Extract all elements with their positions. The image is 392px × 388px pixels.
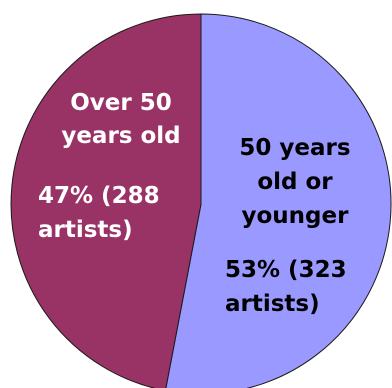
pie-slice-1-value: 47% (288 artists) xyxy=(38,183,160,243)
pie-slice-1-value-line: 47% (288 xyxy=(38,183,160,209)
pie-slice-1-label-line: Over 50 xyxy=(70,90,172,116)
pie-slice-1-label-line: years old xyxy=(61,123,180,149)
pie-slice-0 xyxy=(165,13,392,388)
pie-slices xyxy=(10,13,392,388)
pie-slice-1-value-line: artists) xyxy=(38,217,133,243)
pie-slice-1-label: Over 50 years old xyxy=(61,90,180,149)
pie-slice-0-label-line: old or xyxy=(257,169,333,195)
pie-slice-0-value-line: artists) xyxy=(225,291,320,317)
pie-slice-0-value-line: 53% (323 xyxy=(225,257,347,283)
pie-slice-1 xyxy=(10,13,202,388)
pie-slice-0-label-line: 50 years xyxy=(239,135,350,161)
pie-slice-0-value: 53% (323 artists) xyxy=(225,257,347,317)
pie-slice-0-label-line: younger xyxy=(242,203,350,229)
pie-slice-0-label: 50 years old or younger xyxy=(239,135,350,229)
pie-labels: 50 years old or younger 53% (323 artists) Ove… xyxy=(38,90,351,317)
